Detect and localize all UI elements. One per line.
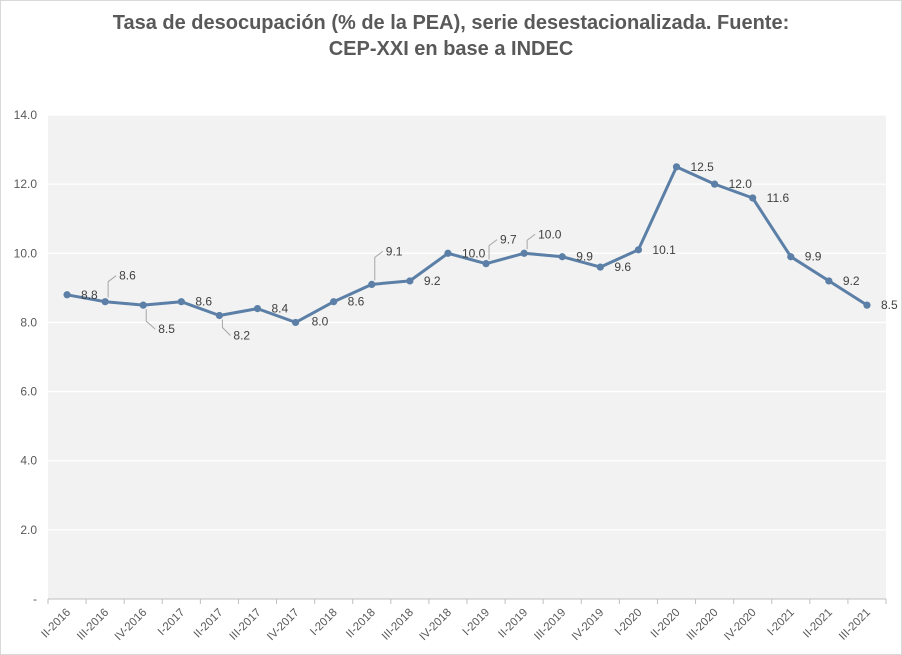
- data-point: [291, 318, 300, 327]
- x-tick-label: II-2019: [496, 607, 530, 641]
- data-point: [177, 298, 185, 306]
- data-point: [787, 253, 795, 261]
- data-label: 8.6: [348, 295, 365, 309]
- data-label-leader: [488, 239, 498, 260]
- data-point: [710, 180, 719, 188]
- x-tick-label: IV-2019: [570, 607, 607, 644]
- data-label-leader: [107, 275, 117, 298]
- data-point: [482, 260, 490, 268]
- data-point: [253, 305, 262, 313]
- data-point: [444, 249, 452, 257]
- y-tick-label: 4.0: [20, 454, 37, 468]
- x-tick-label: III-2020: [685, 607, 721, 643]
- series-line: [65, 165, 869, 324]
- data-label: 10.0: [538, 227, 562, 241]
- data-point: [330, 298, 338, 306]
- y-tick-label: -: [33, 592, 37, 606]
- chart-title-line-1: Tasa de desocupación (% de la PEA), seri…: [112, 12, 790, 34]
- data-point: [368, 280, 376, 288]
- y-tick-label: 14.0: [14, 108, 38, 122]
- y-tick-label: 10.0: [14, 246, 38, 260]
- x-tick-label: II-2018: [344, 607, 378, 641]
- data-label: 8.6: [195, 295, 212, 309]
- data-label: 12.5: [691, 160, 715, 174]
- data-point: [825, 277, 833, 285]
- data-label: 9.9: [576, 250, 593, 264]
- data-label: 9.6: [614, 260, 631, 274]
- data-point: [863, 301, 871, 309]
- data-label: 8.4: [272, 302, 289, 316]
- x-tick-label: I-2021: [765, 607, 797, 639]
- x-tick-label: IV-2017: [265, 607, 302, 644]
- data-label: 9.1: [386, 244, 403, 258]
- x-tick-label: I-2018: [308, 607, 340, 639]
- data-label-leader: [374, 250, 384, 281]
- data-point: [215, 311, 224, 320]
- y-tick-label: 6.0: [20, 385, 37, 399]
- chart-title-line-2: CEP-XXI en base a INDEC: [328, 38, 574, 60]
- data-point: [634, 246, 643, 254]
- data-label: 12.0: [729, 177, 753, 191]
- x-tick-label: II-2016: [39, 607, 73, 641]
- data-point: [596, 263, 604, 271]
- x-tick-label: IV-2016: [113, 607, 150, 644]
- x-tick-label: III-2019: [532, 607, 568, 643]
- x-tick-label: IV-2020: [722, 607, 759, 644]
- data-label: 10.1: [652, 243, 676, 257]
- x-tick-label: III-2017: [228, 607, 264, 643]
- chart-title: Tasa de desocupación (% de la PEA), seri…: [0, 10, 902, 62]
- data-point: [558, 253, 566, 261]
- data-point: [520, 249, 528, 257]
- data-label-leader: [145, 309, 156, 330]
- data-label: 8.8: [81, 288, 98, 302]
- data-label: 8.6: [119, 269, 136, 283]
- data-label: 8.0: [312, 314, 329, 328]
- y-tick-label: 2.0: [20, 523, 37, 537]
- x-tick-label: II-2020: [649, 607, 683, 641]
- y-tick-label: 8.0: [20, 315, 37, 329]
- x-tick-label: II-2021: [801, 607, 835, 641]
- data-label: 8.5: [158, 322, 175, 336]
- data-label: 11.6: [767, 191, 790, 205]
- x-tick-label: I-2017: [156, 607, 188, 639]
- x-tick-label: III-2016: [75, 607, 111, 643]
- data-point: [139, 301, 147, 309]
- plot-area: [48, 115, 886, 599]
- data-label-leader: [221, 319, 231, 336]
- data-label: 8.2: [233, 329, 250, 343]
- x-tick-label: I-2019: [461, 607, 493, 639]
- data-point: [672, 163, 681, 171]
- data-label: 9.9: [805, 250, 822, 264]
- data-point: [63, 291, 71, 299]
- data-label-leader: [526, 233, 536, 250]
- x-tick-label: IV-2018: [418, 607, 455, 644]
- data-label: 9.2: [424, 274, 441, 288]
- data-point: [749, 194, 757, 202]
- data-label: 10.0: [462, 246, 486, 260]
- y-tick-label: 12.0: [14, 177, 38, 191]
- x-tick-label: II-2017: [192, 607, 226, 641]
- x-tick-label: III-2018: [380, 607, 416, 643]
- data-label: 9.7: [500, 233, 517, 247]
- data-point: [406, 277, 414, 285]
- data-point: [101, 298, 109, 306]
- x-tick-label: I-2020: [613, 607, 645, 639]
- x-tick-label: III-2021: [837, 607, 873, 643]
- data-label: 8.5: [881, 298, 898, 312]
- data-label: 9.2: [843, 274, 860, 288]
